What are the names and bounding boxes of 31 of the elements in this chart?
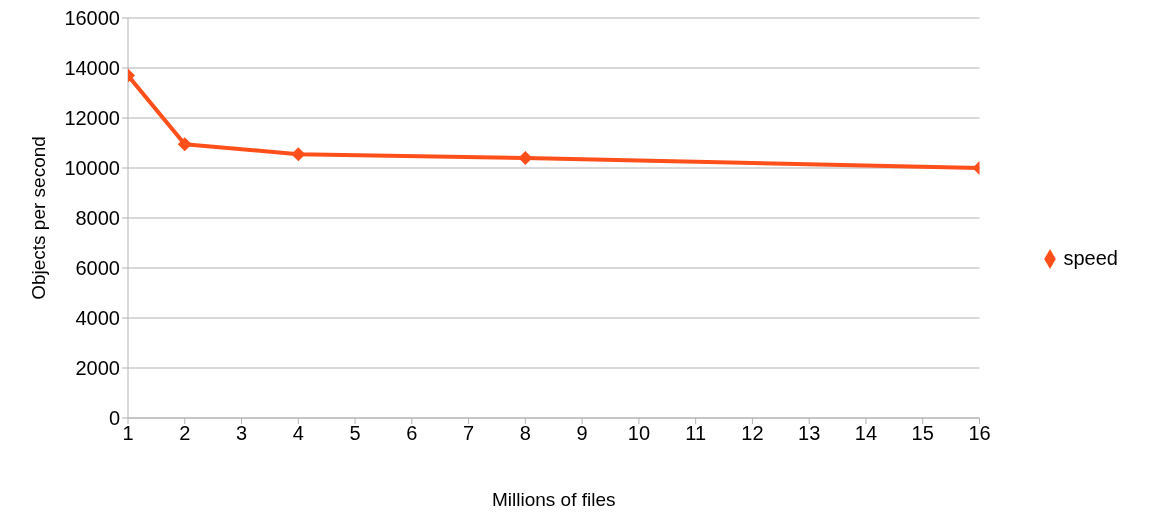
x-tick-label: 6	[406, 422, 418, 445]
x-tick-label: 11	[685, 422, 707, 445]
y-tick-label: 12000	[64, 107, 120, 130]
x-tick-label: 2	[179, 422, 191, 445]
x-tick-label: 7	[463, 422, 475, 445]
x-tick-label: 14	[854, 422, 878, 445]
y-tick-label: 8000	[75, 207, 120, 230]
x-tick-label: 10	[627, 422, 651, 445]
x-axis-title: Millions of files	[491, 489, 616, 511]
point	[518, 151, 533, 165]
y-tick-label: 4000	[75, 307, 120, 330]
x-tick-label: 5	[349, 422, 361, 445]
y-tick-label: 16000	[64, 7, 120, 30]
y-tick-label: 6000	[75, 257, 120, 280]
legend-label: speed	[1063, 246, 1118, 269]
x-tick-label: 16	[968, 422, 991, 445]
y-axis-title: Objects per second	[27, 136, 49, 300]
x-tick-label: 13	[798, 422, 821, 445]
y-tick-label: 14000	[64, 57, 120, 80]
x-tick-label: 1	[122, 422, 134, 445]
point	[177, 137, 192, 152]
x-tick-label: 4	[292, 422, 304, 445]
point	[291, 147, 306, 162]
x-tick-label: 12	[741, 422, 764, 445]
x-tick-label: 9	[576, 422, 588, 445]
x-tick-label: 15	[911, 422, 934, 445]
y-tick-label: 2000	[75, 357, 120, 380]
x-tick-label: 3	[235, 422, 248, 445]
x-tick-label: 8	[519, 422, 531, 445]
y-tick-label: 0	[108, 407, 120, 430]
y-tick-label: 10000	[64, 157, 120, 180]
